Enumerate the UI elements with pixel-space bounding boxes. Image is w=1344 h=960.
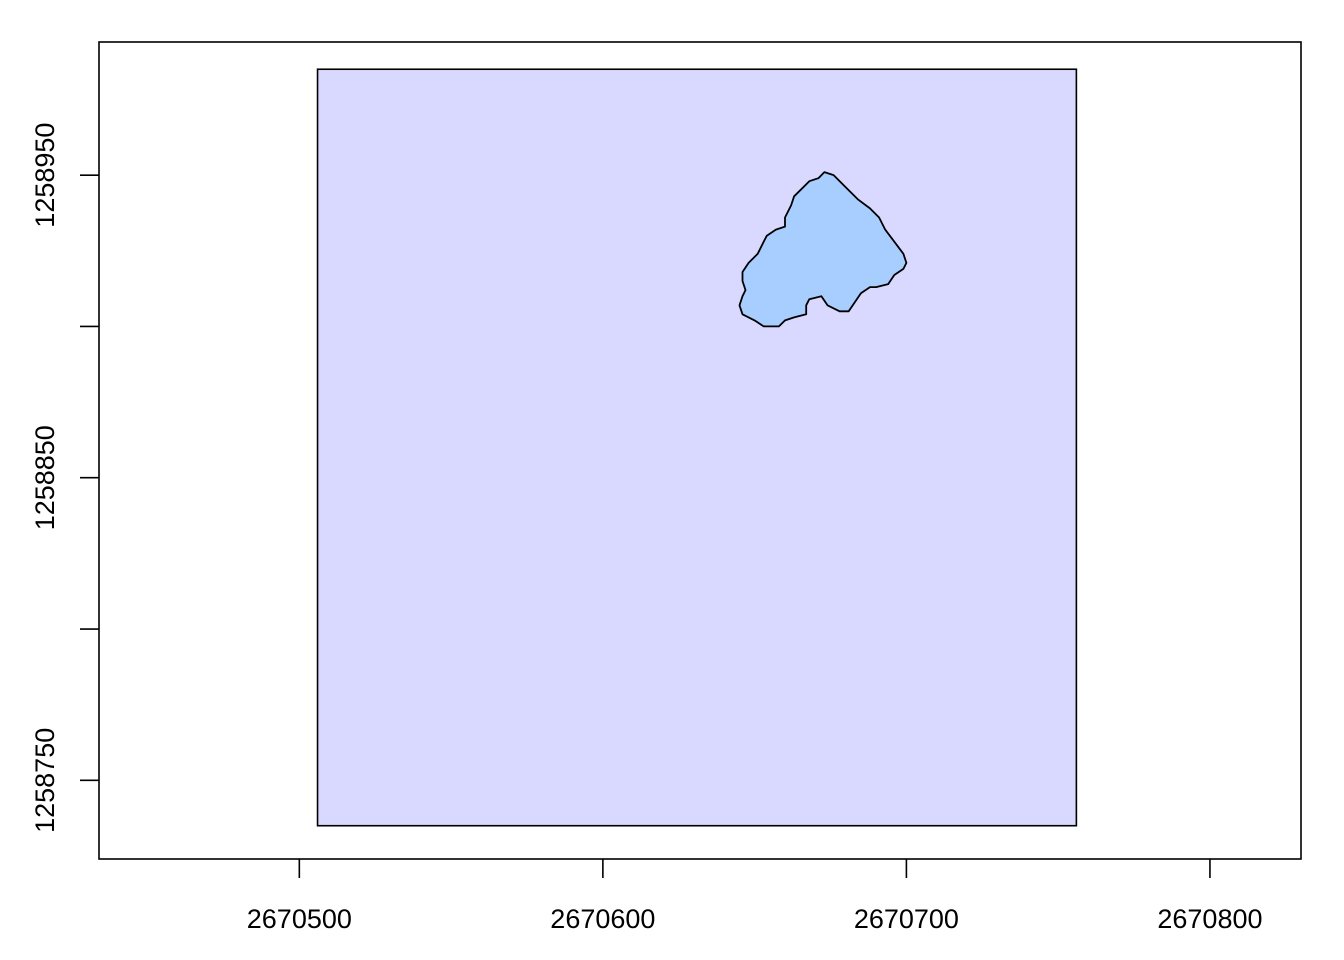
y-tick-label: 1258950: [30, 123, 60, 228]
x-tick-label: 2670700: [854, 904, 959, 934]
x-tick-label: 2670800: [1157, 904, 1262, 934]
extent-rectangle: [316, 68, 1078, 827]
y-tick-label: 1258750: [30, 728, 60, 833]
x-axis: 2670500 2670600 2670700 2670800: [247, 859, 1263, 934]
plot-frame: [98, 41, 1302, 860]
x-tick-label: 2670600: [550, 904, 655, 934]
y-tick-label: 1258850: [30, 425, 60, 530]
x-tick-label: 2670500: [247, 904, 352, 934]
map-features: [316, 68, 1078, 827]
y-axis: 1258750 1258850 1258950: [30, 123, 99, 833]
lake-polygon: [738, 171, 908, 328]
